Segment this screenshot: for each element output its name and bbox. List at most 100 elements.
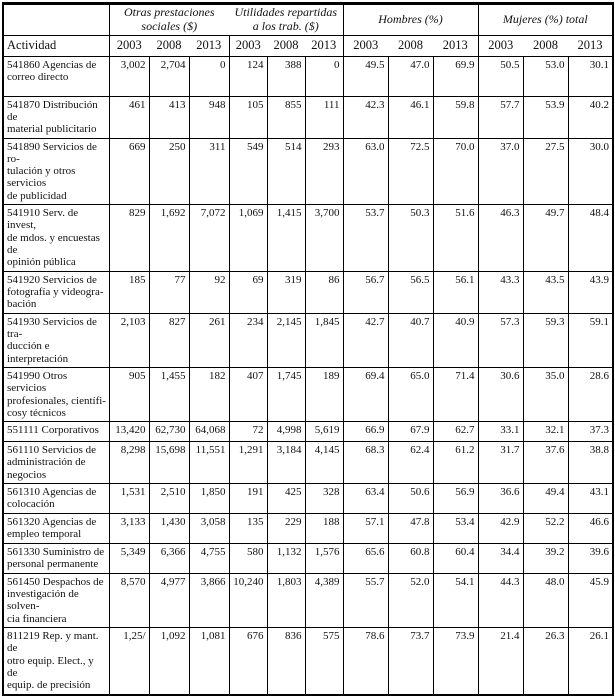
value-cell: 1,576 [304, 543, 344, 574]
year-header-cell: 2003 [108, 35, 149, 57]
value-cell: 63.0 [342, 137, 389, 206]
value-cell: 1,455 [148, 366, 190, 423]
value-cell: 2,510 [148, 483, 190, 515]
value-cell: 59.8 [432, 95, 479, 139]
value-cell: 948 [188, 95, 230, 139]
table-row: 561450 Despachos de investigación de sol… [2, 572, 614, 629]
value-cell: 56.1 [432, 270, 479, 314]
table-row: 541870 Distribución de material publicit… [2, 95, 614, 139]
year-header-cell: 2013 [189, 35, 229, 57]
value-cell: 39.2 [522, 543, 569, 574]
value-cell: 189 [304, 366, 344, 423]
value-cell: 7,072 [188, 204, 230, 272]
value-cell: 293 [304, 137, 344, 206]
activity-cell: 541860 Agencias de correo directo [2, 55, 110, 97]
value-cell: 56.5 [387, 270, 434, 314]
activity-cell: 561450 Despachos de investigación de sol… [2, 572, 110, 629]
value-cell: 549 [228, 137, 268, 206]
value-cell: 35.0 [522, 366, 569, 423]
table-body: 541860 Agencias de correo directo 3,002 2,… [2, 55, 614, 696]
value-cell: 56.9 [432, 483, 479, 515]
activity-cell: 561320 Agencias de empleo temporal [2, 513, 110, 545]
value-cell: 229 [266, 513, 306, 545]
year-header-cell: 2008 [149, 35, 189, 57]
table-header: Otras prestaciones sociales ($) Utilidad… [3, 3, 614, 57]
group-header-mujeres: Mujeres (%) total [477, 3, 614, 36]
value-cell: 51.6 [432, 204, 479, 272]
value-cell: 836 [266, 627, 306, 696]
value-cell: 36.6 [477, 483, 524, 515]
table-row: 811219 Rep. y mant. de otro equip. Elect… [2, 627, 614, 696]
year-header-cell: 2008 [523, 35, 569, 57]
value-cell: 73.9 [432, 627, 479, 696]
value-cell: 135 [228, 513, 268, 545]
group-header-utilidades: Utilidades repartidas a los trab. ($) [229, 3, 343, 36]
value-cell: 514 [266, 137, 306, 206]
table-row: 561110 Servicios de administración de ne… [2, 441, 614, 485]
activity-cell: 541990 Otros servicios profesionales, ci… [2, 366, 110, 423]
value-cell: 1,069 [228, 204, 268, 272]
value-cell: 66.9 [342, 421, 389, 443]
value-cell: 86 [304, 270, 344, 314]
year-header-cell: 2008 [267, 35, 305, 57]
table-row: 541930 Servicios de tra- ducción e inter… [2, 312, 614, 368]
value-cell: 388 [266, 55, 306, 97]
value-cell: 4,977 [148, 572, 190, 629]
value-cell: 425 [266, 483, 306, 515]
value-cell: 21.4 [477, 627, 524, 696]
value-cell: 57.7 [477, 95, 524, 139]
value-cell: 46.1 [387, 95, 434, 139]
value-cell: 46.6 [567, 513, 614, 545]
value-cell: 40.9 [432, 312, 479, 368]
activity-cell: 551111 Corporativos [2, 421, 110, 443]
table-row: 561330 Suministro de personal permanente… [2, 543, 614, 574]
value-cell: 53.0 [522, 55, 569, 97]
value-cell: 42.3 [342, 95, 389, 139]
value-cell: 4,755 [188, 543, 230, 574]
year-header-cell: 2013 [305, 35, 343, 57]
activity-cell: 541920 Servicios de fotografía y videogr… [2, 270, 110, 314]
value-cell: 57.1 [342, 513, 389, 545]
group-header-row: Otras prestaciones sociales ($) Utilidad… [3, 3, 614, 36]
value-cell: 4,389 [304, 572, 344, 629]
table-row: 541910 Serv. de invest, de mdos. y encue… [2, 204, 614, 272]
value-cell: 669 [108, 137, 150, 206]
value-cell: 72.5 [387, 137, 434, 206]
value-cell: 48.0 [522, 572, 569, 629]
year-header-cell: 2003 [477, 35, 524, 57]
value-cell: 92 [188, 270, 230, 314]
value-cell: 67.9 [387, 421, 434, 443]
value-cell: 2,704 [148, 55, 190, 97]
activity-cell: 541910 Serv. de invest, de mdos. y encue… [2, 204, 110, 272]
value-cell: 42.9 [477, 513, 524, 545]
value-cell: 1,745 [266, 366, 306, 423]
value-cell: 43.1 [567, 483, 614, 515]
value-cell: 53.4 [432, 513, 479, 545]
value-cell: 30.0 [567, 137, 614, 206]
value-cell: 78.6 [342, 627, 389, 696]
value-cell: 62.4 [387, 441, 434, 485]
value-cell: 407 [228, 366, 268, 423]
value-cell: 63.4 [342, 483, 389, 515]
table-row: 561310 Agencias de colocación 1,531 2,510 1… [2, 483, 614, 515]
year-header-cell: 2013 [568, 35, 614, 57]
value-cell: 3,133 [108, 513, 150, 545]
value-cell: 57.3 [477, 312, 524, 368]
value-cell: 676 [228, 627, 268, 696]
value-cell: 1,850 [188, 483, 230, 515]
value-cell: 0 [188, 55, 230, 97]
activity-cell: 561310 Agencias de colocación [2, 483, 110, 515]
value-cell: 1,092 [148, 627, 190, 696]
value-cell: 62.7 [432, 421, 479, 443]
activity-cell: 541870 Distribución de material publicit… [2, 95, 110, 139]
value-cell: 69.9 [432, 55, 479, 97]
activity-cell: 811219 Rep. y mant. de otro equip. Elect… [2, 627, 110, 696]
value-cell: 2,145 [266, 312, 306, 368]
value-cell: 250 [148, 137, 190, 206]
value-cell: 1,845 [304, 312, 344, 368]
value-cell: 111 [304, 95, 344, 139]
corner-cell [3, 3, 109, 36]
value-cell: 49.5 [342, 55, 389, 97]
